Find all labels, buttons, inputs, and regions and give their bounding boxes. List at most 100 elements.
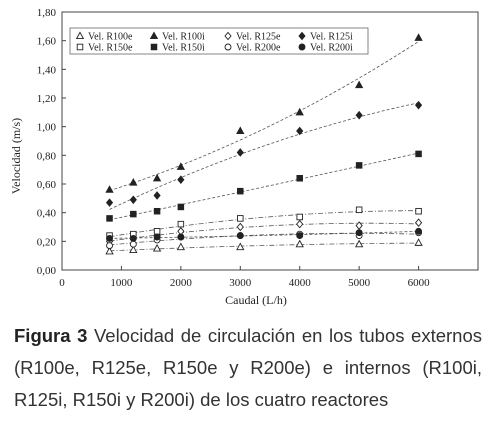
data-point — [296, 232, 304, 240]
data-point — [415, 150, 422, 158]
data-point — [414, 100, 423, 110]
y-tick-label: 1,40 — [37, 64, 57, 76]
trend-line — [109, 41, 419, 192]
trend-lines — [109, 41, 419, 252]
data-point — [296, 126, 304, 136]
data-point — [105, 198, 114, 207]
x-tick-label: 5000 — [348, 277, 371, 289]
data-point — [129, 240, 137, 248]
data-point — [105, 246, 114, 255]
data-point — [414, 33, 423, 41]
data-point — [130, 210, 137, 218]
trend-line — [109, 232, 419, 246]
y-tick-label: 1,20 — [37, 93, 57, 105]
legend-marker — [224, 31, 232, 41]
legend-marker — [76, 43, 84, 51]
data-point — [415, 227, 423, 235]
x-tick-label: 4000 — [289, 277, 312, 289]
data-point — [296, 175, 303, 182]
data-point — [153, 233, 161, 241]
y-tick-label: 0,40 — [37, 208, 57, 220]
y-tick-label: 0,60 — [37, 179, 57, 191]
data-point — [129, 195, 137, 205]
data-point — [355, 221, 363, 230]
data-point — [355, 206, 363, 214]
trend-line — [109, 242, 419, 252]
data-point — [176, 242, 186, 251]
data-point — [153, 191, 161, 200]
y-tick-label: 1,60 — [37, 36, 57, 48]
data-point — [177, 175, 185, 185]
x-axis-title: Caudal (L/h) — [225, 293, 287, 307]
data-point — [152, 173, 162, 182]
data-point — [236, 126, 245, 135]
legend: Vel. R100e Vel. R100i Vel. R125e Vel. R125i… — [69, 27, 369, 55]
legend-marker — [150, 43, 158, 51]
legend-label: Vel. R100e — [88, 32, 133, 43]
data-point — [129, 245, 138, 253]
data-point — [354, 239, 364, 248]
legend-label: Vel. R125i — [310, 32, 353, 43]
data-point — [295, 107, 304, 116]
x-tick-label: 3000 — [229, 277, 252, 289]
trend-line — [109, 152, 419, 221]
legend-label: Vel. R150e — [88, 43, 133, 54]
data-point — [106, 242, 113, 250]
x-tick-label: 0 — [59, 277, 65, 289]
data-point — [414, 238, 423, 246]
trend-line — [109, 210, 419, 238]
data-point — [129, 178, 138, 186]
figure-caption: Figura 3 Velocidad de circulación en los… — [14, 320, 482, 416]
caption-label: Figura 3 — [14, 325, 88, 346]
data-point — [236, 242, 245, 251]
data-point — [177, 220, 185, 228]
legend-label: Vel. R125e — [236, 32, 281, 43]
y-tick-label: 1,80 — [37, 7, 57, 19]
data-markers — [105, 33, 423, 255]
y-tick-label: 0,00 — [37, 265, 57, 277]
data-point — [296, 213, 303, 221]
data-point — [177, 233, 185, 241]
y-tick-label: 0,20 — [37, 236, 57, 248]
velocity-chart: 0,00 0,20 0,40 0,60 0,80 1,00 1,20 1,40 1,60 1,80… — [9, 7, 479, 307]
data-point — [153, 207, 161, 215]
caption-text: Velocidad de circulación en los tubos ex… — [14, 325, 482, 410]
trend-line — [109, 222, 419, 242]
chart-axes: 0,00 0,20 0,40 0,60 0,80 1,00 1,20 1,40 1,60 1,80… — [37, 7, 479, 289]
data-point — [355, 229, 363, 237]
data-point — [414, 218, 423, 228]
data-point — [295, 239, 304, 248]
data-point — [236, 232, 244, 240]
legend-marker — [149, 31, 159, 40]
plot-frame — [61, 11, 479, 271]
trend-line — [109, 102, 419, 210]
data-point — [106, 215, 113, 222]
data-point — [355, 110, 363, 120]
trend-line — [109, 230, 419, 239]
data-point — [106, 235, 113, 242]
data-point — [354, 80, 364, 89]
data-point — [105, 185, 114, 193]
legend-label: Vel. R200e — [236, 43, 281, 54]
data-point — [129, 235, 137, 242]
data-point — [355, 162, 363, 169]
x-tick-label: 2000 — [170, 277, 193, 289]
data-point — [237, 215, 244, 222]
legend-marker — [75, 31, 85, 40]
legend-box — [69, 27, 369, 55]
data-point — [153, 228, 161, 235]
data-point — [237, 187, 244, 195]
legend-marker — [298, 31, 306, 41]
data-point — [152, 243, 162, 252]
y-axis-title: Velocidad (m/s) — [9, 118, 23, 194]
legend-marker — [224, 43, 232, 51]
y-tick-label: 1,00 — [37, 122, 57, 134]
legend-label: Vel. R100i — [162, 32, 205, 43]
data-point — [176, 162, 186, 170]
data-point — [236, 148, 244, 157]
data-point — [236, 222, 244, 232]
data-point — [415, 207, 422, 215]
data-point — [177, 203, 185, 211]
y-tick-label: 0,80 — [37, 150, 57, 162]
data-point — [296, 219, 304, 229]
